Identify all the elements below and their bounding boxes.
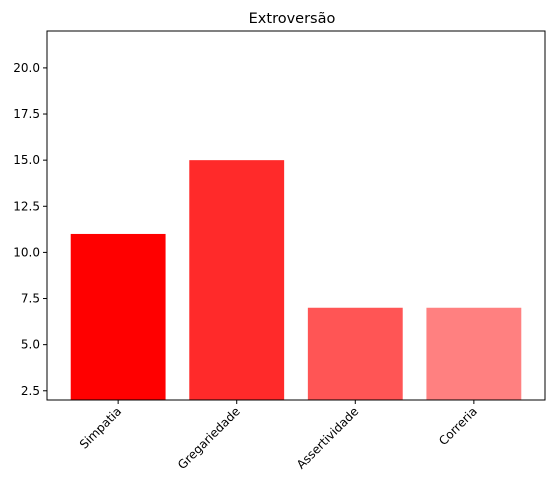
x-tick-label-gregariedade: Gregariedade [175,404,243,472]
y-tick-label: 20.0 [13,61,40,75]
x-tick-label-correria: Correria [436,404,480,448]
y-tick-label: 7.5 [21,292,40,306]
x-axis: Simpatia Gregariedade Assertividade Correri… [77,400,480,472]
y-tick-label: 5.0 [21,338,40,352]
bars-group [70,160,522,400]
bar-correria [426,307,522,400]
x-tick-label-simpatia: Simpatia [77,404,124,451]
bar-simpatia [70,233,166,400]
plot-frame [46,30,546,401]
x-tick-label-assertividade: Assertividade [294,404,362,472]
bar-assertividade [307,307,403,400]
y-tick-label: 2.5 [21,384,40,398]
y-axis: 2.5 5.0 7.5 10.0 12.5 15.0 17.5 20.0 [13,61,47,398]
y-tick-label: 10.0 [13,245,40,259]
bar-gregariedade [189,160,285,400]
y-tick-label: 12.5 [13,199,40,213]
y-tick-label: 17.5 [13,107,40,121]
y-tick-label: 15.0 [13,153,40,167]
chart-title: Extroversão [249,11,336,27]
